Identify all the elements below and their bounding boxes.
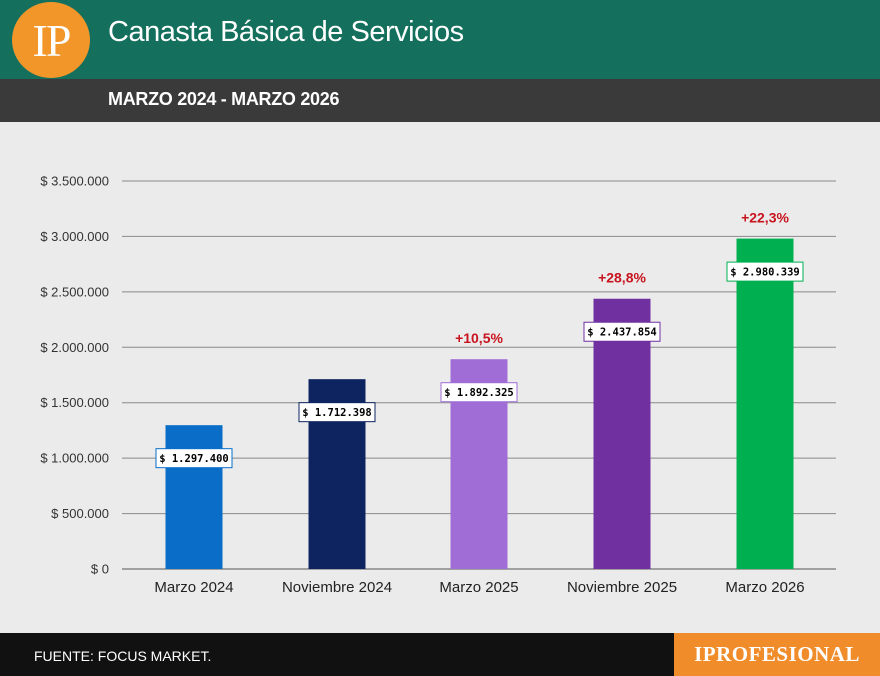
bar-chart: $ 0 $ 500.000 $ 1.000.000 $ 1.500.000 $ 2.00… bbox=[40, 174, 836, 596]
header-bar bbox=[0, 0, 880, 79]
ip-logo: IP bbox=[12, 2, 90, 78]
source-note: FUENTE: FOCUS MARKET. bbox=[34, 648, 212, 664]
category-label: Marzo 2025 bbox=[439, 579, 518, 596]
value-label: $ 2.980.339 bbox=[730, 267, 800, 279]
y-tick-label: $ 1.000.000 bbox=[40, 451, 109, 466]
category-label: Marzo 2024 bbox=[154, 579, 233, 596]
y-tick-label: $ 0 bbox=[91, 562, 109, 577]
brand-box bbox=[674, 633, 880, 676]
percent-change-label: +22,3% bbox=[741, 210, 789, 226]
value-label-box bbox=[726, 261, 804, 282]
category-label: Marzo 2026 bbox=[725, 579, 804, 596]
value-label-box bbox=[298, 402, 376, 423]
percent-change-label: +10,5% bbox=[455, 330, 503, 346]
date-range-subtitle: MARZO 2024 - MARZO 2026 bbox=[108, 89, 340, 109]
value-label-box bbox=[440, 382, 518, 403]
y-tick-label: $ 3.000.000 bbox=[40, 229, 109, 244]
subheader-bar bbox=[0, 79, 880, 122]
logo-text: IP bbox=[32, 14, 72, 66]
value-label-box bbox=[583, 321, 661, 342]
value-label: $ 1.712.398 bbox=[302, 407, 372, 419]
y-tick-label: $ 1.500.000 bbox=[40, 395, 109, 410]
value-label: $ 2.437.854 bbox=[587, 327, 657, 339]
y-tick-label: $ 2.500.000 bbox=[40, 284, 109, 299]
category-label: Noviembre 2025 bbox=[567, 579, 677, 596]
y-tick-label: $ 3.500.000 bbox=[40, 174, 109, 189]
percent-change-label: +28,8% bbox=[598, 270, 646, 286]
bar bbox=[165, 425, 223, 569]
value-label-box bbox=[155, 448, 233, 469]
y-tick-label: $ 500.000 bbox=[51, 506, 109, 521]
category-label: Noviembre 2024 bbox=[282, 579, 392, 596]
page-title: Canasta Básica de Servicios bbox=[108, 16, 464, 48]
value-label: $ 1.892.325 bbox=[444, 387, 514, 399]
bar bbox=[593, 298, 651, 569]
y-tick-label: $ 2.000.000 bbox=[40, 340, 109, 355]
iprofesional-brand: IPROFESIONAL bbox=[694, 642, 860, 666]
value-label: $ 1.297.400 bbox=[159, 453, 229, 465]
bar bbox=[736, 238, 794, 569]
